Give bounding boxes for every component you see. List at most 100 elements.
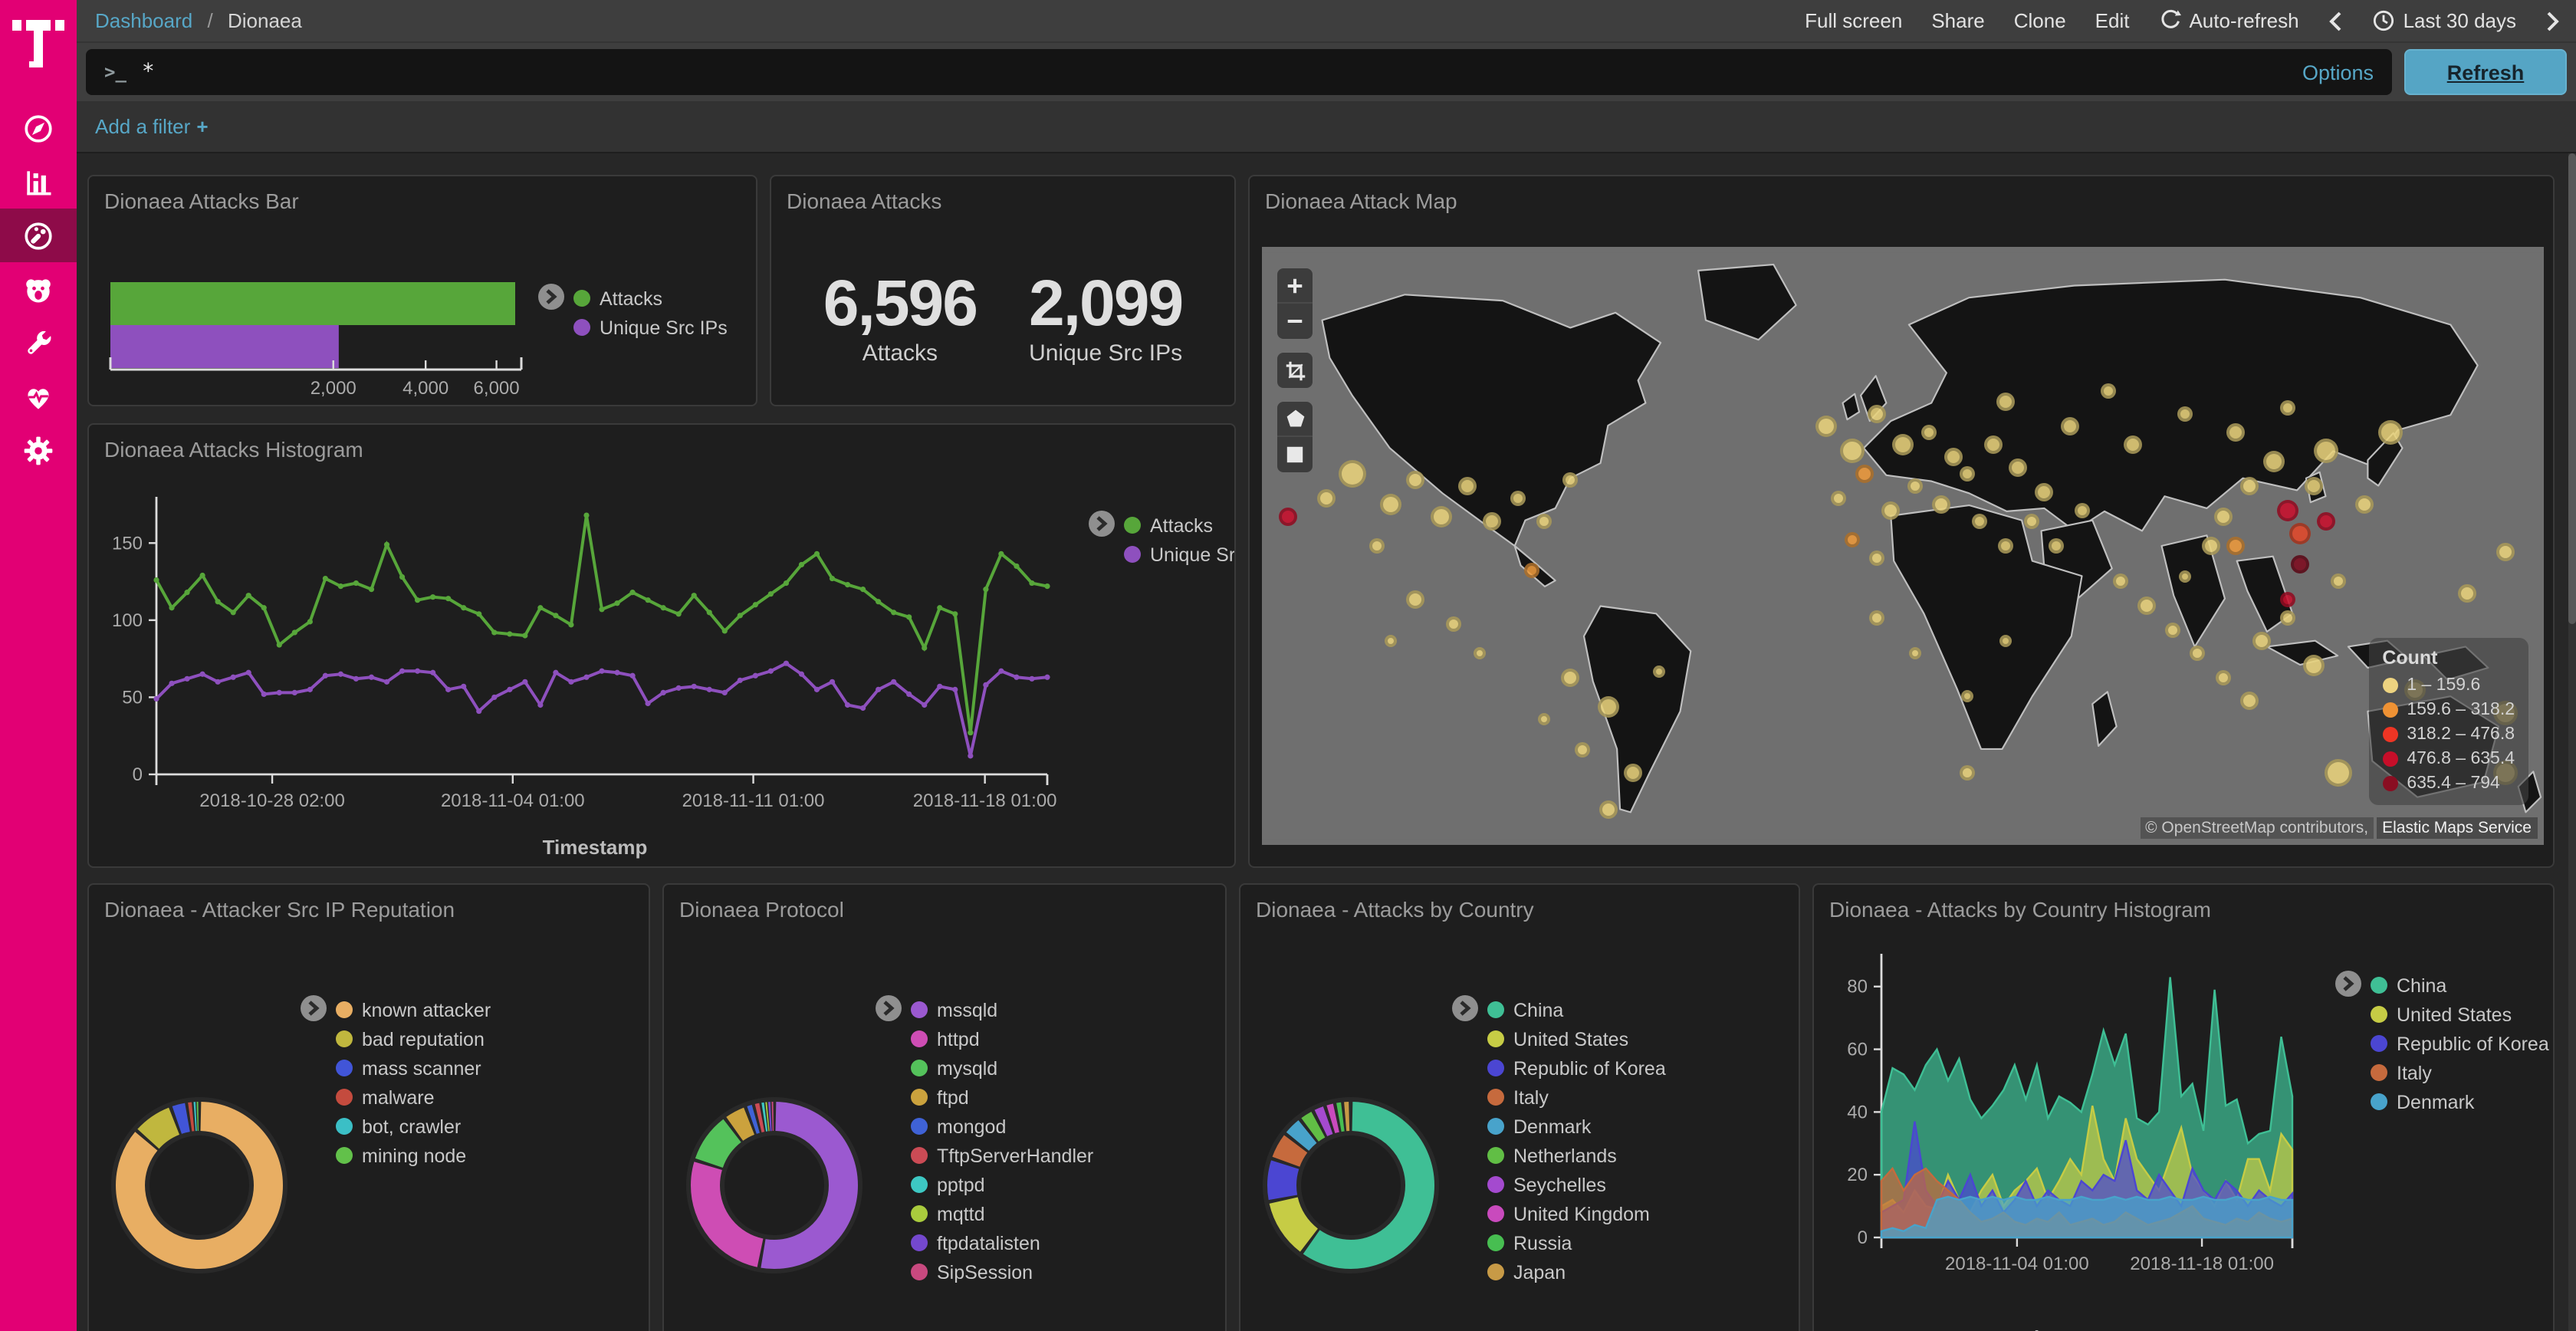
- add-filter-link[interactable]: Add a filter +: [95, 115, 209, 138]
- legend-item[interactable]: ftpdatalisten: [911, 1228, 1093, 1257]
- sidebar-item-management[interactable]: [0, 423, 77, 477]
- legend-item[interactable]: United States: [1487, 1024, 1666, 1053]
- map-bubble[interactable]: [2291, 554, 2310, 573]
- legend-toggle-icon[interactable]: [876, 995, 902, 1021]
- sidebar-item-discover[interactable]: [0, 101, 77, 155]
- legend-item[interactable]: Italy: [2371, 1058, 2549, 1087]
- map-bubble[interactable]: [1560, 668, 1579, 687]
- world-map[interactable]: Count 1 – 159.6 159.6 – 318.2 318.2 – 476.…: [1262, 247, 2544, 845]
- map-bubble[interactable]: [1523, 562, 1539, 578]
- reputation-donut-chart[interactable]: [107, 1093, 291, 1277]
- map-bubble[interactable]: [2226, 537, 2246, 555]
- legend-item[interactable]: bot, crawler: [336, 1112, 491, 1141]
- country-histogram-chart[interactable]: 0 20 40 60 80 2018-11-04 01:00 2018-11-18 01:0…: [1826, 943, 2314, 1296]
- map-bubble[interactable]: [1959, 466, 1975, 482]
- map-bubble[interactable]: [1369, 538, 1385, 554]
- map-bubble[interactable]: [1384, 635, 1397, 648]
- map-bubble[interactable]: [2279, 400, 2295, 416]
- legend-item[interactable]: Republic of Korea: [1487, 1053, 1666, 1083]
- legend-item[interactable]: httpd: [911, 1024, 1093, 1053]
- map-bubble[interactable]: [2331, 573, 2347, 590]
- legend-item[interactable]: Italy: [1487, 1083, 1666, 1112]
- map-bubble[interactable]: [1921, 424, 1937, 440]
- protocol-donut-chart[interactable]: [682, 1093, 866, 1277]
- map-bubble[interactable]: [1446, 616, 1462, 632]
- legend-item[interactable]: mssqld: [911, 995, 1093, 1024]
- map-zoom-in-button[interactable]: [1277, 268, 1313, 304]
- map-bubble[interactable]: [2178, 570, 2191, 582]
- map-bubble[interactable]: [2100, 383, 2116, 399]
- vertical-scrollbar[interactable]: [2568, 153, 2576, 1331]
- map-bubble[interactable]: [2239, 477, 2259, 495]
- legend-item[interactable]: known attacker: [336, 995, 491, 1024]
- map-bubble[interactable]: [2060, 417, 2079, 435]
- map-bubble[interactable]: [2034, 482, 2053, 501]
- map-bubble[interactable]: [1338, 460, 1366, 488]
- legend-item[interactable]: mongod: [911, 1112, 1093, 1141]
- map-bubble[interactable]: [2304, 477, 2323, 495]
- clone-button[interactable]: Clone: [2013, 9, 2066, 32]
- legend-item[interactable]: Attacks: [1124, 511, 1234, 540]
- sidebar-item-timelion[interactable]: [0, 262, 77, 316]
- map-bubble[interactable]: [1960, 689, 1973, 702]
- map-bubble[interactable]: [1839, 438, 1865, 463]
- legend-item[interactable]: Japan: [1487, 1257, 1666, 1287]
- map-bubble[interactable]: [1457, 477, 1477, 495]
- map-bubble[interactable]: [2377, 419, 2403, 445]
- legend-item[interactable]: Denmark: [2371, 1087, 2549, 1116]
- country-donut-chart[interactable]: [1259, 1093, 1443, 1277]
- map-bubble[interactable]: [1869, 550, 1885, 566]
- search-query-input[interactable]: >_ * Options: [86, 49, 2392, 95]
- time-range-picker[interactable]: Last 30 days: [2373, 9, 2516, 32]
- map-bubble[interactable]: [1868, 405, 1887, 424]
- map-bubble[interactable]: [2075, 502, 2091, 518]
- map-bubble[interactable]: [1815, 416, 1837, 437]
- elastic-maps-service-link[interactable]: Elastic Maps Service: [2376, 817, 2538, 839]
- map-bubble[interactable]: [2325, 759, 2353, 787]
- map-bubble[interactable]: [2313, 438, 2338, 463]
- map-bubble[interactable]: [2496, 542, 2515, 561]
- map-bubble[interactable]: [2124, 435, 2143, 454]
- map-draw-polygon-button[interactable]: [1277, 402, 1313, 437]
- legend-item[interactable]: malware: [336, 1083, 491, 1112]
- map-bubble[interactable]: [1999, 635, 2012, 648]
- map-bubble[interactable]: [2279, 592, 2295, 608]
- map-bubble[interactable]: [1869, 610, 1885, 626]
- legend-item[interactable]: mass scanner: [336, 1053, 491, 1083]
- legend-item[interactable]: ftpd: [911, 1083, 1093, 1112]
- map-bubble[interactable]: [1406, 590, 1425, 610]
- map-bubble[interactable]: [1983, 435, 2003, 454]
- map-zoom-out-button[interactable]: [1277, 304, 1313, 339]
- legend-item[interactable]: Unique Src IPs: [573, 313, 728, 342]
- edit-button[interactable]: Edit: [2095, 9, 2130, 32]
- map-bubble[interactable]: [1278, 507, 1297, 525]
- map-bubble[interactable]: [2226, 422, 2246, 442]
- legend-item[interactable]: China: [2371, 971, 2549, 1000]
- legend-item[interactable]: SipSession: [911, 1257, 1093, 1287]
- map-bubble[interactable]: [1844, 532, 1860, 548]
- map-bubble[interactable]: [2164, 622, 2180, 638]
- legend-item[interactable]: Unique Src IPs: [1124, 540, 1234, 569]
- osm-attribution[interactable]: © OpenStreetMap contributors,: [2141, 817, 2374, 839]
- map-bubble[interactable]: [1510, 490, 1526, 506]
- sidebar-item-dashboard[interactable]: [0, 209, 77, 262]
- map-bubble[interactable]: [1932, 495, 1951, 514]
- legend-item[interactable]: mining node: [336, 1141, 491, 1170]
- breadcrumb-dashboard-link[interactable]: Dashboard: [95, 9, 193, 32]
- legend-item[interactable]: Attacks: [573, 284, 728, 313]
- map-bubble[interactable]: [1406, 471, 1425, 490]
- map-bubble[interactable]: [2302, 655, 2325, 676]
- map-bubble[interactable]: [1536, 514, 1552, 530]
- map-bubble[interactable]: [2252, 632, 2272, 651]
- map-bubble[interactable]: [1972, 514, 1988, 530]
- legend-item[interactable]: pptpd: [911, 1170, 1093, 1199]
- map-bubble[interactable]: [1597, 696, 1619, 718]
- map-bubble[interactable]: [2354, 495, 2374, 514]
- map-bubble[interactable]: [1892, 433, 1914, 455]
- map-bubble[interactable]: [1959, 765, 1975, 781]
- map-bubble[interactable]: [1379, 493, 1401, 515]
- map-bubble[interactable]: [2276, 499, 2298, 521]
- sidebar-item-dev-tools[interactable]: [0, 316, 77, 370]
- attacks-histogram-chart[interactable]: 0 50 100 150 2018-10-28 02:00 2018-11-04 01:0…: [104, 480, 1070, 840]
- legend-toggle-icon[interactable]: [538, 284, 564, 310]
